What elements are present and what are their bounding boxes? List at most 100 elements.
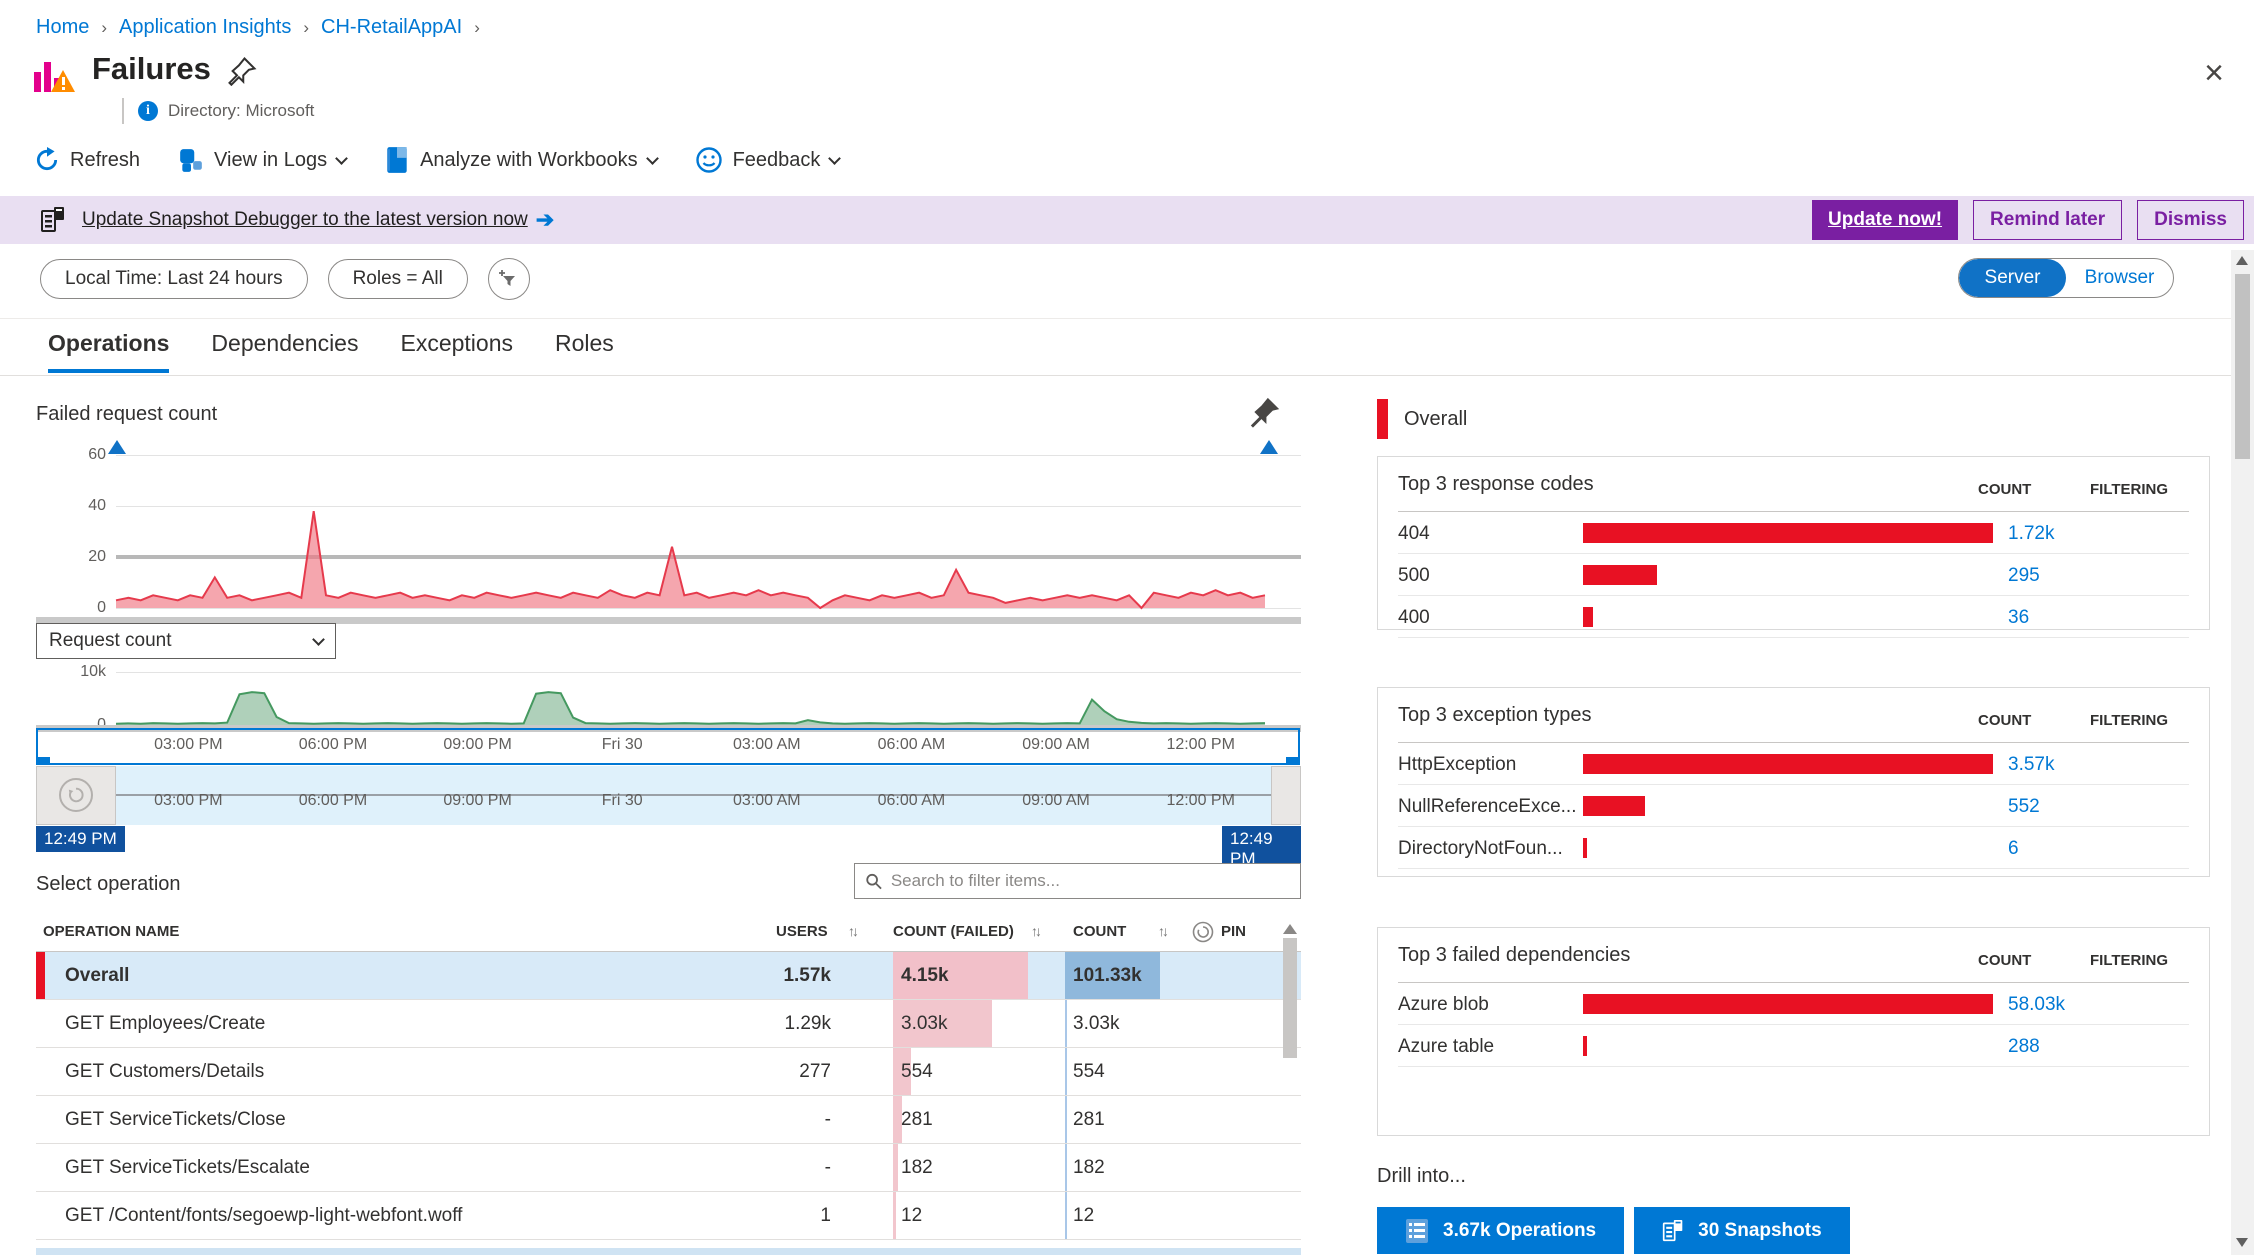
count-link[interactable]: 6 [2008, 838, 2019, 859]
col-users[interactable]: USERS [776, 923, 828, 940]
time-axis-label: 06:00 AM [877, 792, 946, 809]
card-top-3-failed-dependencies: Top 3 failed dependencies COUNT FILTERING A… [1377, 927, 2210, 1136]
workbook-icon [387, 147, 407, 173]
bar-track [1583, 796, 1993, 816]
filtering-header: FILTERING [2090, 952, 2169, 969]
search-input[interactable] [890, 871, 1290, 891]
table-row[interactable]: Overall 1.57k 4.15k 101.33k [36, 952, 1301, 1000]
search-icon [866, 873, 882, 889]
operations-table-header: OPERATION NAME USERS ↑↓ COUNT (FAILED) ↑… [36, 915, 1301, 952]
cell-name: GET Employees/Create [65, 1013, 266, 1034]
slider-left-handle[interactable] [36, 766, 116, 825]
toggle-browser[interactable]: Browser [2084, 267, 2155, 288]
scroll-up-icon[interactable] [1283, 924, 1297, 934]
count-link[interactable]: 36 [2008, 607, 2030, 628]
table-row[interactable]: GET Employees/Create 1.29k 3.03k 3.03k [36, 1000, 1301, 1048]
time-axis-label: Fri 30 [601, 792, 643, 809]
count-link[interactable]: 288 [2008, 1036, 2040, 1057]
chart-track [36, 617, 1301, 624]
scroll-up-icon[interactable] [2236, 256, 2248, 265]
count-bar [1583, 523, 1993, 543]
col-count-failed[interactable]: COUNT (FAILED) [893, 923, 1014, 940]
horizontal-scroll-strip[interactable] [36, 1248, 1301, 1255]
tab-dependencies[interactable]: Dependencies [211, 330, 359, 356]
breadcrumb-application-insights[interactable]: Application Insights [119, 16, 292, 38]
operations-drill-button[interactable]: 3.67k Operations [1377, 1207, 1625, 1254]
count-bar [1583, 838, 1588, 858]
update-snapshot-debugger-link[interactable]: Update Snapshot Debugger to the latest v… [82, 209, 528, 230]
tab-exceptions[interactable]: Exceptions [400, 330, 513, 356]
banner-buttons: Update now! Remind later Dismiss [1812, 200, 2244, 240]
failed-count-bar [893, 1000, 992, 1047]
sort-icon[interactable]: ↑↓ [1031, 923, 1042, 939]
card-title: Top 3 response codes [1398, 473, 1594, 495]
card-title: Top 3 exception types [1398, 704, 1592, 726]
reset-icon[interactable] [1192, 921, 1214, 943]
time-axis-label: 09:00 PM [443, 736, 512, 753]
sort-icon[interactable]: ↑↓ [848, 923, 859, 939]
update-now-button[interactable]: Update now! [1812, 200, 1959, 240]
count-link[interactable]: 3.57k [2008, 754, 2055, 775]
time-axis-label: 06:00 PM [298, 736, 368, 753]
pin-chart-icon[interactable] [1248, 395, 1282, 429]
count-link[interactable]: 295 [2008, 565, 2040, 586]
card-row-label: DirectoryNotFoun... [1398, 838, 1563, 859]
col-count[interactable]: COUNT [1073, 923, 1127, 940]
count-bar [1065, 1048, 1067, 1095]
feedback-button[interactable]: Feedback [695, 146, 842, 174]
metric-dropdown[interactable]: Request count [36, 623, 336, 659]
cell-name: GET ServiceTickets/Escalate [65, 1157, 310, 1178]
slider-start-marker[interactable] [108, 440, 126, 454]
refresh-icon [36, 147, 58, 171]
tab-roles[interactable]: Roles [555, 330, 614, 356]
scroll-down-icon[interactable] [2236, 1238, 2248, 1247]
count-link[interactable]: 552 [2008, 796, 2040, 817]
view-in-logs-button[interactable]: View in Logs [178, 147, 348, 173]
tab-bar: Operations Dependencies Exceptions Roles [48, 330, 614, 373]
reset-zoom-icon[interactable] [59, 778, 93, 812]
time-range-pill[interactable]: Local Time: Last 24 hours [40, 259, 308, 299]
slider-start-time: 12:49 PM [36, 826, 125, 852]
time-range-slider[interactable] [36, 766, 1301, 825]
table-row[interactable]: GET /Content/fonts/segoewp-light-webfont… [36, 1192, 1301, 1240]
table-row[interactable]: GET ServiceTickets/Escalate - 182 182 [36, 1144, 1301, 1192]
bar-track [1583, 523, 1993, 543]
pin-blade-icon[interactable] [227, 56, 257, 86]
count-link[interactable]: 1.72k [2008, 523, 2055, 544]
breadcrumb-home[interactable]: Home [36, 16, 90, 38]
failed-request-area [115, 510, 1266, 610]
gridline [116, 608, 1301, 609]
slider-right-handle[interactable] [1271, 766, 1301, 825]
snapshots-drill-button[interactable]: 30 Snapshots [1634, 1207, 1850, 1254]
slider-time-axis: 03:00 PM 06:00 PM 09:00 PM Fri 30 03:00 AM 06… [116, 792, 1273, 810]
col-operation-name[interactable]: OPERATION NAME [43, 923, 180, 940]
toggle-server[interactable]: Server [1959, 259, 2066, 297]
cell-failed: 281 [901, 1109, 933, 1130]
breadcrumb-resource[interactable]: CH-RetailAppAI [321, 16, 463, 38]
remind-later-button[interactable]: Remind later [1973, 200, 2123, 240]
overall-legend-color [1377, 399, 1388, 439]
table-row[interactable]: GET Customers/Details 277 554 554 [36, 1048, 1301, 1096]
dismiss-button[interactable]: Dismiss [2137, 200, 2244, 240]
tab-operations[interactable]: Operations [48, 330, 170, 373]
slider-end-marker[interactable] [1260, 440, 1278, 454]
sort-icon[interactable]: ↑↓ [1158, 923, 1169, 939]
scrollbar-thumb[interactable] [2235, 274, 2250, 459]
analyze-with-workbooks-button[interactable]: Analyze with Workbooks [384, 146, 659, 174]
count-link[interactable]: 58.03k [2008, 994, 2066, 1015]
cell-users: 1.57k [783, 965, 831, 986]
toolbar: Refresh View in Logs Analyze with Workbo… [34, 146, 842, 174]
gridline [116, 555, 1301, 559]
scrollbar-thumb[interactable] [1283, 938, 1297, 1058]
page-title: Failures [92, 51, 211, 86]
add-filter-button[interactable] [487, 258, 530, 300]
refresh-button[interactable]: Refresh [34, 147, 140, 173]
overall-legend-label: Overall [1404, 407, 1468, 430]
breadcrumb-separator: › [474, 17, 480, 37]
time-brush-box[interactable] [36, 728, 1300, 765]
col-pin[interactable]: PIN [1221, 923, 1247, 940]
close-icon[interactable]: × [2204, 54, 2224, 92]
table-row[interactable]: GET ServiceTickets/Close - 281 281 [36, 1096, 1301, 1144]
roles-filter-pill[interactable]: Roles = All [327, 259, 468, 299]
cell-failed: 12 [901, 1205, 923, 1226]
